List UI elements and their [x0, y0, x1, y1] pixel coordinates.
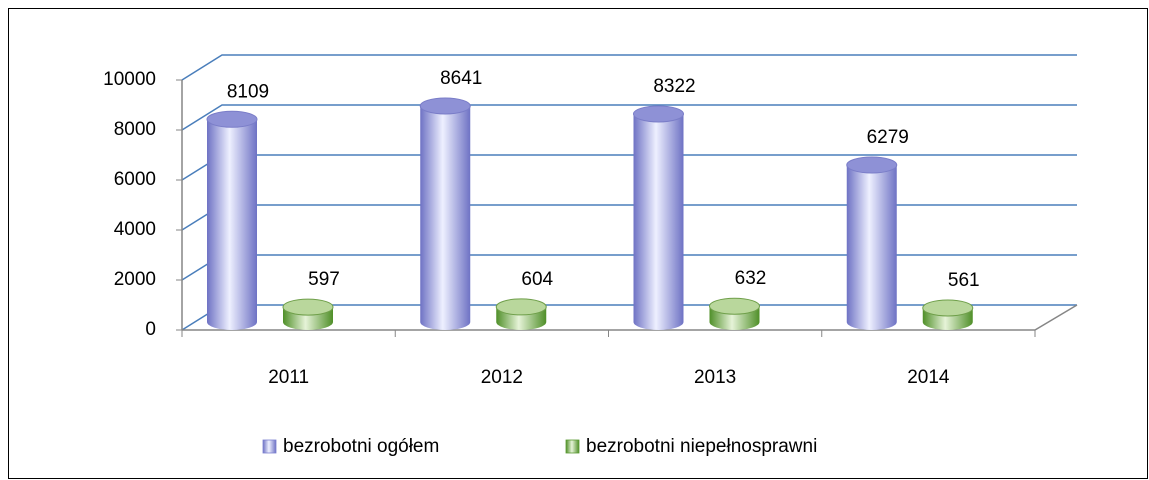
cylinder-top — [709, 297, 760, 315]
value-label: 561 — [948, 270, 980, 291]
cylinder-top — [206, 110, 258, 128]
y-tick-label: 0 — [145, 319, 156, 340]
legend-label: bezrobotni niepełnosprawni — [586, 436, 817, 457]
x-tick-label: 2011 — [268, 367, 309, 388]
value-label: 8641 — [440, 68, 482, 89]
grid-line — [181, 54, 1077, 81]
value-label: 8322 — [653, 76, 695, 97]
legend-label: bezrobotni ogółem — [283, 436, 439, 457]
cylinder — [846, 165, 897, 330]
cylinder-top — [633, 105, 684, 123]
legend-swatch — [262, 439, 277, 454]
frame — [8, 8, 1148, 479]
value-label: 632 — [735, 268, 767, 289]
cylinder-top — [846, 156, 898, 174]
value-label: 597 — [308, 269, 340, 290]
legend-swatch — [565, 439, 580, 454]
cylinder-top — [922, 299, 974, 317]
value-label: 604 — [521, 269, 553, 290]
cylinder — [633, 113, 684, 330]
value-label: 8109 — [227, 81, 269, 102]
cylinder — [420, 105, 471, 330]
y-tick-label: 4000 — [114, 219, 156, 240]
cylinder-top — [282, 298, 334, 316]
grid-line — [181, 104, 1077, 131]
cylinder-top — [419, 97, 471, 115]
y-tick-label: 2000 — [114, 269, 156, 290]
x-tick-label: 2012 — [481, 367, 523, 388]
x-tick-label: 2013 — [694, 367, 736, 388]
cylinder-top — [495, 298, 547, 316]
cylinder — [207, 119, 257, 331]
value-label: 6279 — [867, 127, 909, 148]
x-tick-label: 2014 — [907, 367, 950, 388]
y-tick-label: 8000 — [114, 119, 156, 140]
y-tick-label: 10000 — [103, 69, 156, 90]
y-tick-label: 6000 — [114, 169, 156, 190]
